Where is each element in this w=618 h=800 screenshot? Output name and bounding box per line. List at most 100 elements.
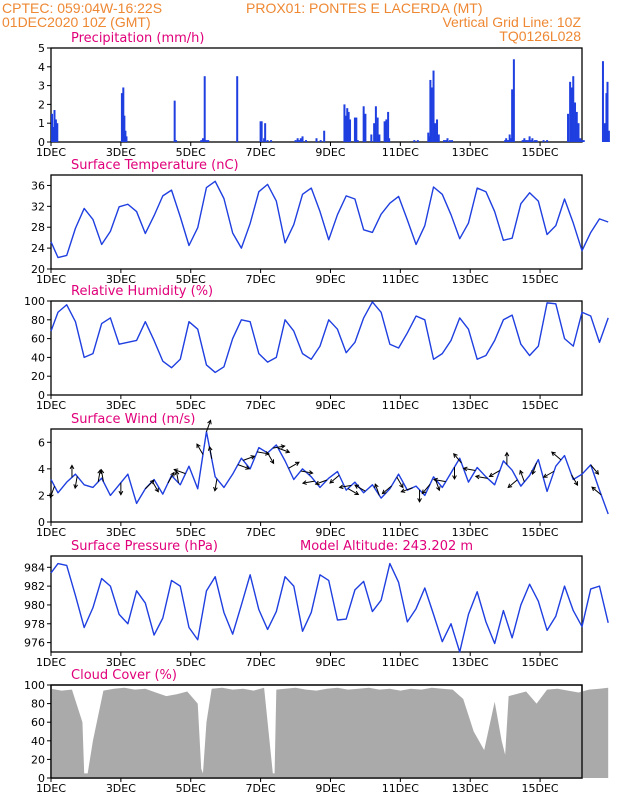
wind-vane-head [294,461,300,467]
cloud-area [51,687,609,778]
precip-bar [315,138,318,142]
precip-bar [353,117,356,142]
precip-bar [203,76,206,142]
wind-vane [329,474,340,484]
cloud-xtick-label: 11DEC [382,782,419,795]
precip-bar [362,106,365,142]
wind-vane [374,483,380,496]
wind-ytick-label: 6 [38,436,45,449]
temp-frame [50,174,583,270]
temp-xtick-label: 5DEC [176,273,206,286]
precip-bar [349,119,352,142]
precip-bar [575,111,578,142]
rh-ytick-label: 20 [31,370,45,383]
temp-xtick-label: 13DEC [452,273,489,286]
precip-bar [507,140,510,142]
wind-xtick-label: 15DEC [522,526,559,539]
wind-vane-head [213,486,218,492]
cloud-ytick-label: 20 [31,753,45,766]
precip-bar [432,70,435,142]
wind-vane [288,461,300,469]
precip-bar [443,140,446,142]
temp-xtick-label: 1DEC [36,273,66,286]
precip-bar [574,102,577,142]
precip-bar [201,138,204,142]
press-ytick-label: 980 [24,599,45,612]
wind-vane-head [314,480,320,486]
precip-bar [123,115,126,142]
wind-vane-head [173,468,179,473]
wind-vane [382,485,392,494]
precip-xtick-label: 13DEC [452,146,489,159]
wind-xtick-label: 13DEC [452,526,489,539]
wind-vane [421,483,431,494]
rh-series-line [50,301,609,374]
wind-vane-head [374,483,379,489]
wind-vane-head [338,484,344,490]
wind-vane [74,476,78,489]
temp-series-line [50,180,609,259]
wind-xtick-label: 5DEC [176,526,206,539]
precip-bar [305,140,308,142]
precip-bar [56,123,59,142]
precip-bar [535,140,538,142]
wind-vane-head [594,470,600,475]
precip-bar [569,81,572,142]
wind-vane [205,420,212,432]
precip-bar [434,123,437,142]
wind-vane [267,452,275,464]
wind-vane-head [269,459,275,465]
precip-bar [344,115,347,142]
wind-vane-head [417,498,422,503]
precip-bar [413,140,416,142]
wind-vane-head [474,474,480,480]
precip-xtick-label: 15DEC [522,146,559,159]
precip-frame [50,47,583,143]
rh-ytick-label: 100 [24,295,45,308]
temp-xtick-label: 9DEC [315,273,345,286]
precip-bar [505,138,508,142]
precip-bar [52,126,55,142]
wind-vane [100,469,104,482]
wind-vane-head [196,443,201,449]
rh-xtick-label: 3DEC [106,399,136,412]
precip-xtick-label: 1DEC [36,146,66,159]
wind-vane-head [118,490,124,496]
precip-bar [294,140,297,142]
wind-vane-head [453,453,458,458]
cloud-xtick-label: 7DEC [246,782,276,795]
wind-vane-head [381,489,387,495]
precip-bar [579,138,582,142]
rh-xtick-label: 7DEC [246,399,276,412]
wind-frame [50,428,583,523]
wind-xtick-label: 7DEC [246,526,276,539]
wind-vane-head [280,444,286,449]
wind-title: Surface Wind (m/s) [71,412,195,427]
wind-vane-head [301,480,307,485]
wind-vane-head [542,473,548,478]
cloud-xtick-label: 3DEC [106,782,136,795]
precip-bar [323,130,326,142]
precip-bar [429,79,432,142]
precip-bar [200,140,203,142]
precip-bar [296,138,299,142]
rh-xtick-label: 15DEC [522,399,559,412]
wind-vane [532,462,538,475]
precip-bar [567,113,570,142]
cloud-ytick-label: 100 [24,679,45,692]
wind-vane [453,453,462,464]
precip-bar [546,140,549,142]
press-ytick-label: 984 [24,561,45,574]
temp-xtick-label: 15DEC [522,273,559,286]
cloud-ytick-label: 80 [31,698,45,711]
wind-vane [209,446,213,459]
precip-bar [531,138,534,142]
cloud-frame-overlay [50,684,583,779]
wind-vane-head [154,487,159,493]
press-xtick-label: 5DEC [176,656,206,669]
precip-bar [581,140,583,142]
precip-bar [266,140,269,142]
wind-vane [167,472,175,484]
header-location: PROX01: PONTES E LACERDA (MT) [246,0,483,16]
